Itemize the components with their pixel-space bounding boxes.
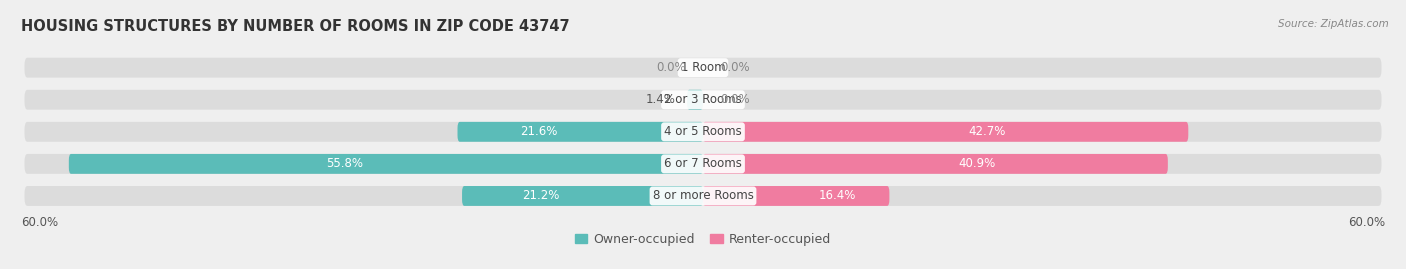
- FancyBboxPatch shape: [24, 122, 1382, 142]
- Text: 40.9%: 40.9%: [957, 157, 995, 170]
- Text: 8 or more Rooms: 8 or more Rooms: [652, 189, 754, 203]
- Text: 0.0%: 0.0%: [657, 61, 686, 74]
- Text: 2 or 3 Rooms: 2 or 3 Rooms: [664, 93, 742, 106]
- FancyBboxPatch shape: [457, 122, 703, 142]
- Legend: Owner-occupied, Renter-occupied: Owner-occupied, Renter-occupied: [575, 233, 831, 246]
- Text: 60.0%: 60.0%: [1348, 216, 1385, 229]
- Text: 6 or 7 Rooms: 6 or 7 Rooms: [664, 157, 742, 170]
- FancyBboxPatch shape: [24, 154, 1382, 174]
- Text: 60.0%: 60.0%: [21, 216, 58, 229]
- Text: 21.6%: 21.6%: [520, 125, 558, 138]
- Text: 1.4%: 1.4%: [645, 93, 676, 106]
- Text: 4 or 5 Rooms: 4 or 5 Rooms: [664, 125, 742, 138]
- Text: 42.7%: 42.7%: [969, 125, 1005, 138]
- Text: 55.8%: 55.8%: [326, 157, 363, 170]
- Text: HOUSING STRUCTURES BY NUMBER OF ROOMS IN ZIP CODE 43747: HOUSING STRUCTURES BY NUMBER OF ROOMS IN…: [21, 19, 569, 34]
- FancyBboxPatch shape: [703, 154, 1168, 174]
- Text: Source: ZipAtlas.com: Source: ZipAtlas.com: [1278, 19, 1389, 29]
- Text: 1 Room: 1 Room: [681, 61, 725, 74]
- FancyBboxPatch shape: [24, 90, 1382, 110]
- FancyBboxPatch shape: [463, 186, 703, 206]
- FancyBboxPatch shape: [24, 58, 1382, 77]
- FancyBboxPatch shape: [24, 186, 1382, 206]
- FancyBboxPatch shape: [703, 122, 1188, 142]
- Text: 0.0%: 0.0%: [720, 93, 749, 106]
- FancyBboxPatch shape: [69, 154, 703, 174]
- Text: 16.4%: 16.4%: [818, 189, 856, 203]
- FancyBboxPatch shape: [688, 90, 703, 110]
- Text: 21.2%: 21.2%: [523, 189, 560, 203]
- Text: 0.0%: 0.0%: [720, 61, 749, 74]
- FancyBboxPatch shape: [703, 186, 890, 206]
